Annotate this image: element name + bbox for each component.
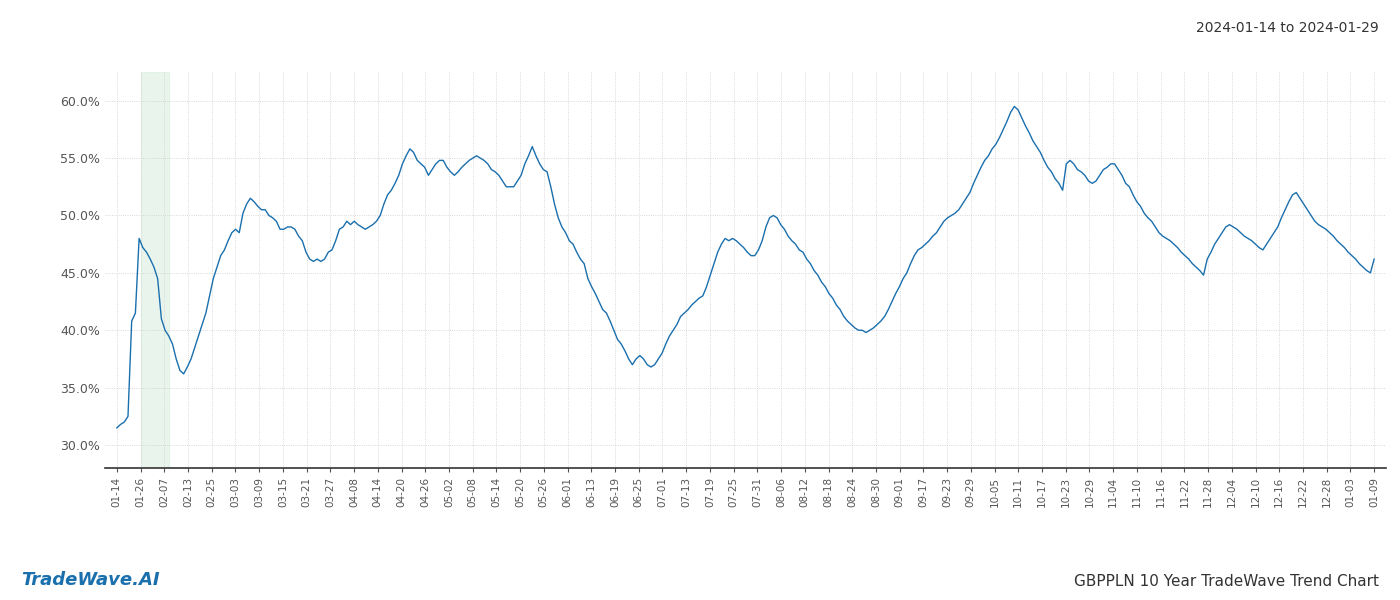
Text: 2024-01-14 to 2024-01-29: 2024-01-14 to 2024-01-29 xyxy=(1196,21,1379,35)
Text: GBPPLN 10 Year TradeWave Trend Chart: GBPPLN 10 Year TradeWave Trend Chart xyxy=(1074,574,1379,589)
Bar xyxy=(140,72,169,468)
Text: TradeWave.AI: TradeWave.AI xyxy=(21,571,160,589)
